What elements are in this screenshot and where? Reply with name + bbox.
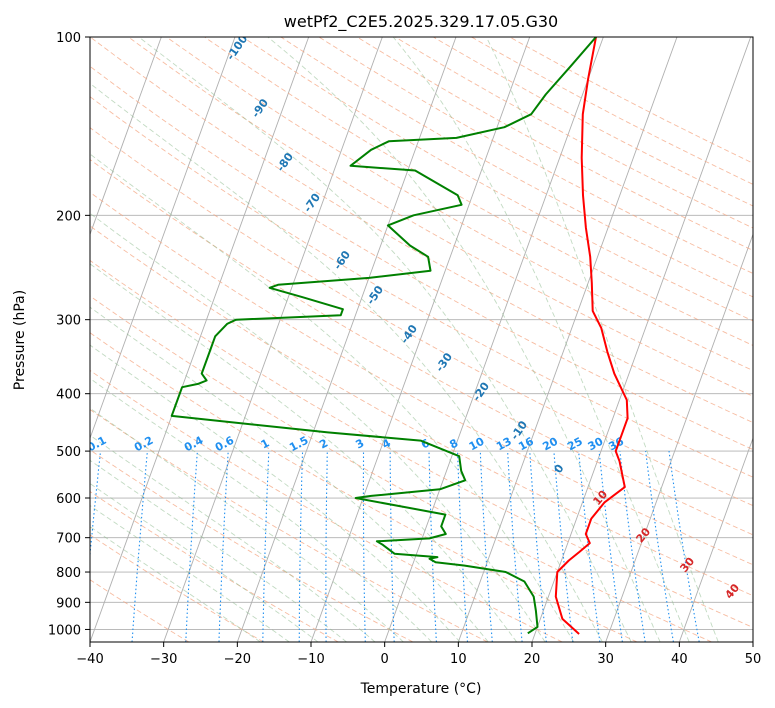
moist-adiabat-line (90, 344, 461, 642)
moist-adiabat-line (90, 434, 376, 642)
dry-adiabat-line (90, 127, 753, 507)
mixing-ratio-label: 36 (606, 435, 626, 454)
dry-adiabat-line (280, 37, 753, 298)
dry-adiabat-line (318, 37, 753, 274)
y-axis: 100 200 300 400 500 600 700 800 900 1000 (48, 31, 90, 638)
mixing-ratio-lines (90, 451, 700, 642)
mixing-ratio-label: 20 (540, 435, 560, 454)
y-tick-label: 100 (56, 31, 81, 46)
dry-adiabat-line (90, 158, 753, 536)
moist-adiabat-line (90, 459, 347, 642)
x-tick-label: 30 (597, 652, 614, 667)
isotherm-line (163, 37, 383, 642)
isotherm-line (90, 37, 162, 236)
dry-adiabat-line (242, 37, 753, 322)
isobar-gridlines (90, 37, 753, 630)
mixing-ratio-line (553, 451, 574, 642)
isotherm-line (90, 37, 310, 642)
moist-adiabat-line (485, 37, 719, 642)
dry-adiabat-line (90, 295, 712, 642)
x-tick-label: −30 (150, 652, 177, 667)
dry-adiabat-line (90, 37, 753, 424)
y-tick-label: 200 (56, 209, 81, 224)
moist-adiabat-line (90, 82, 603, 642)
isotherm-line (605, 233, 753, 642)
mixing-ratio-label: 30 (586, 435, 606, 454)
mixing-ratio-label: 16 (516, 435, 536, 454)
plot-frame (89, 36, 754, 643)
dry-adiabat-line (90, 259, 753, 629)
x-tick-label: −20 (224, 652, 251, 667)
isotherm-line (678, 436, 753, 642)
mixing-ratio-line (645, 451, 674, 642)
moist-adiabat-line (90, 306, 489, 642)
dewpoint-profile-line (170, 37, 597, 635)
x-axis-label: Temperature (°C) (360, 681, 482, 697)
y-tick-label: 500 (56, 445, 81, 460)
y-tick-label: 400 (56, 388, 81, 403)
mixing-ratio-label: 13 (494, 435, 514, 454)
y-axis-label: Pressure (hPa) (12, 290, 28, 390)
moist-adiabat-line (90, 153, 575, 642)
y-tick-label: 300 (56, 314, 81, 329)
x-tick-label: 10 (450, 652, 467, 667)
y-tick-label: 600 (56, 492, 81, 507)
isotherm-line (236, 37, 457, 642)
mixing-ratio-line (598, 451, 623, 642)
x-tick-label: −40 (76, 652, 103, 667)
moist-adiabat-line (90, 212, 546, 642)
moist-adiabat-line (138, 37, 632, 642)
moist-adiabat-line (90, 505, 290, 642)
dry-adiabat-line (204, 37, 753, 346)
dry-adiabat-line (90, 534, 264, 642)
y-tick-label: 900 (56, 596, 81, 611)
dry-adiabat-line (166, 37, 753, 372)
x-tick-label: 50 (745, 652, 762, 667)
profile-series (170, 37, 629, 635)
isotherm-line (457, 37, 678, 642)
x-tick-label: 20 (524, 652, 541, 667)
x-axis: −40 −30 −20 −10 0 10 20 30 40 50 (76, 642, 761, 667)
mixing-ratio-line (578, 451, 601, 642)
isotherm-line (384, 37, 604, 642)
x-tick-label: 40 (671, 652, 688, 667)
moist-adiabat-lines (90, 37, 719, 642)
mixing-ratio-label: 25 (565, 435, 585, 454)
moist-adiabat-line (90, 263, 518, 642)
mixing-ratio-line (619, 451, 646, 642)
mixing-ratio-line (529, 451, 547, 642)
mixing-ratio-line (507, 451, 523, 642)
dry-adiabat-line (90, 579, 190, 642)
moist-adiabat-line (267, 37, 661, 642)
mixing-ratio-label: 10 (467, 435, 487, 454)
dry-adiabat-line (90, 449, 414, 642)
mixing-ratio-line (131, 451, 148, 642)
y-tick-label: 800 (56, 566, 81, 581)
temperature-profile-line (554, 37, 629, 635)
mixing-ratio-line (90, 451, 102, 560)
dry-adiabat-line (90, 225, 753, 597)
chart-title: wetPf2_C2E5.2025.329.17.05.G30 (284, 12, 558, 32)
isotherm-line (90, 37, 236, 440)
dry-adiabat-line (90, 191, 753, 566)
x-tick-label: −10 (297, 652, 324, 667)
dry-adiabat-line (128, 37, 753, 397)
moist-adiabat-line (90, 377, 433, 642)
y-tick-label: 700 (56, 532, 81, 547)
dry-adiabat-line (90, 409, 488, 642)
isotherm-line (531, 37, 752, 642)
x-tick-label: 0 (381, 652, 389, 667)
y-tick-label: 1000 (48, 623, 81, 638)
moist-adiabat-line (90, 526, 261, 642)
